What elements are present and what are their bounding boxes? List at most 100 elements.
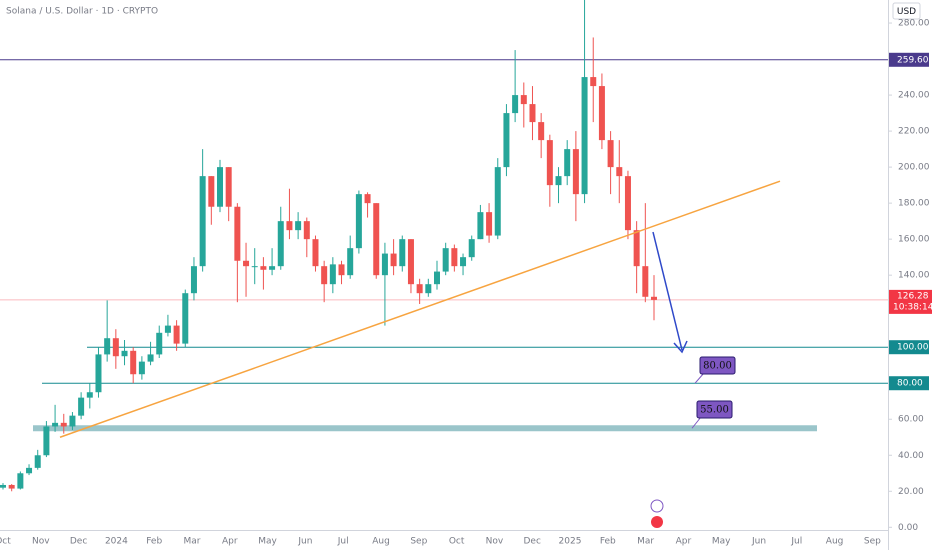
x-tick-label: Sep <box>864 537 881 547</box>
candle-body <box>234 206 241 261</box>
candle-body <box>277 221 284 267</box>
candle-body <box>642 266 649 297</box>
candle-body <box>512 95 519 114</box>
y-tick-label: 180.00 <box>898 199 930 209</box>
y-tick-label: 20.00 <box>898 487 924 497</box>
candle-body <box>8 484 15 489</box>
candle-body <box>243 260 250 267</box>
x-tick-label: Jul <box>790 537 802 547</box>
candle-body <box>121 350 128 357</box>
candle-body <box>52 422 59 427</box>
event-icon[interactable] <box>651 516 663 528</box>
callout-box <box>696 400 733 419</box>
candle-body <box>26 467 33 474</box>
candle-body <box>373 203 380 276</box>
candle-body <box>425 284 432 294</box>
candle-body <box>156 332 163 355</box>
candle-body <box>17 473 24 489</box>
last-price-label: 126.28 <box>897 291 929 301</box>
candle-body <box>112 338 119 357</box>
y-tick-label: 60.00 <box>898 415 924 425</box>
level-badge <box>889 376 929 391</box>
candle-body <box>624 176 631 231</box>
x-tick-label: Oct <box>0 537 11 547</box>
candle-body <box>95 354 102 393</box>
candle-body <box>260 266 267 270</box>
level-label: 80.00 <box>897 379 923 389</box>
x-tick-label: 2025 <box>559 537 582 547</box>
candle-body <box>477 212 484 240</box>
candle-body <box>286 221 293 231</box>
support-zone <box>33 425 817 432</box>
candle-body <box>434 271 440 285</box>
level-label: 100.00 <box>897 343 929 353</box>
y-tick-label: 240.00 <box>898 91 930 101</box>
candle-body <box>329 264 336 285</box>
candle-body <box>581 77 588 195</box>
candle-body <box>416 284 423 294</box>
candle-body <box>442 248 449 272</box>
currency[interactable]: USD <box>897 7 916 17</box>
x-tick-label: Nov <box>32 537 50 547</box>
candle-body <box>390 253 397 267</box>
trendline <box>59 180 781 438</box>
callout-label: 80.00 <box>703 361 732 372</box>
callout-pointer <box>694 372 705 384</box>
candle-body <box>303 221 310 240</box>
candle-body <box>546 140 553 186</box>
event-icon[interactable] <box>650 499 664 513</box>
candle-body <box>468 239 475 258</box>
candle-body <box>78 397 85 416</box>
candle-body <box>555 176 562 186</box>
candle-body <box>529 104 536 123</box>
candle-body <box>572 149 579 195</box>
candle-body <box>0 484 6 488</box>
candle-body <box>104 338 111 355</box>
x-tick-label: Mar <box>637 537 654 547</box>
level-badge <box>889 340 929 355</box>
candle-body <box>190 266 197 294</box>
candle-body <box>399 239 406 267</box>
callout-box <box>699 356 736 375</box>
candle-body <box>607 140 614 168</box>
projection-arrow <box>652 231 683 351</box>
candle-body <box>208 176 215 207</box>
x-tick-label: Jul <box>337 537 349 547</box>
candle-body <box>460 257 467 267</box>
candle-body <box>486 212 493 236</box>
y-tick-label: 280.00 <box>898 19 930 29</box>
x-tick-label: Dec <box>70 537 87 547</box>
countdown: 10:38:14 <box>893 302 932 312</box>
candle-body <box>225 167 232 207</box>
x-tick-label: Jun <box>297 537 312 547</box>
chart-title: Solana / U.S. Dollar · 1D · CRYPTO <box>6 7 158 17</box>
x-tick-label: Feb <box>146 537 162 547</box>
x-tick-label: Aug <box>826 537 844 547</box>
x-tick-label: May <box>258 537 277 547</box>
candle-body <box>147 354 154 362</box>
candle-body <box>173 325 180 344</box>
candle-body <box>138 361 145 375</box>
x-tick-label: Sep <box>410 537 427 547</box>
candle-body <box>164 325 171 333</box>
candle-body <box>312 239 319 267</box>
y-tick-label: 140.00 <box>898 271 930 281</box>
x-tick-label: Dec <box>523 537 540 547</box>
candle-body <box>130 350 137 375</box>
candle-body <box>182 293 189 344</box>
x-tick-label: Oct <box>449 537 465 547</box>
y-tick-label: 40.00 <box>898 451 924 461</box>
candle-body <box>217 167 223 207</box>
candle-body <box>86 392 93 398</box>
x-tick-label: Feb <box>600 537 616 547</box>
candle-body <box>494 167 501 236</box>
candle-body <box>616 167 623 177</box>
candle-body <box>338 264 345 276</box>
candle-body <box>43 426 50 456</box>
currency-box[interactable] <box>892 2 921 20</box>
candle-body <box>364 194 371 204</box>
candle-body <box>538 122 545 141</box>
